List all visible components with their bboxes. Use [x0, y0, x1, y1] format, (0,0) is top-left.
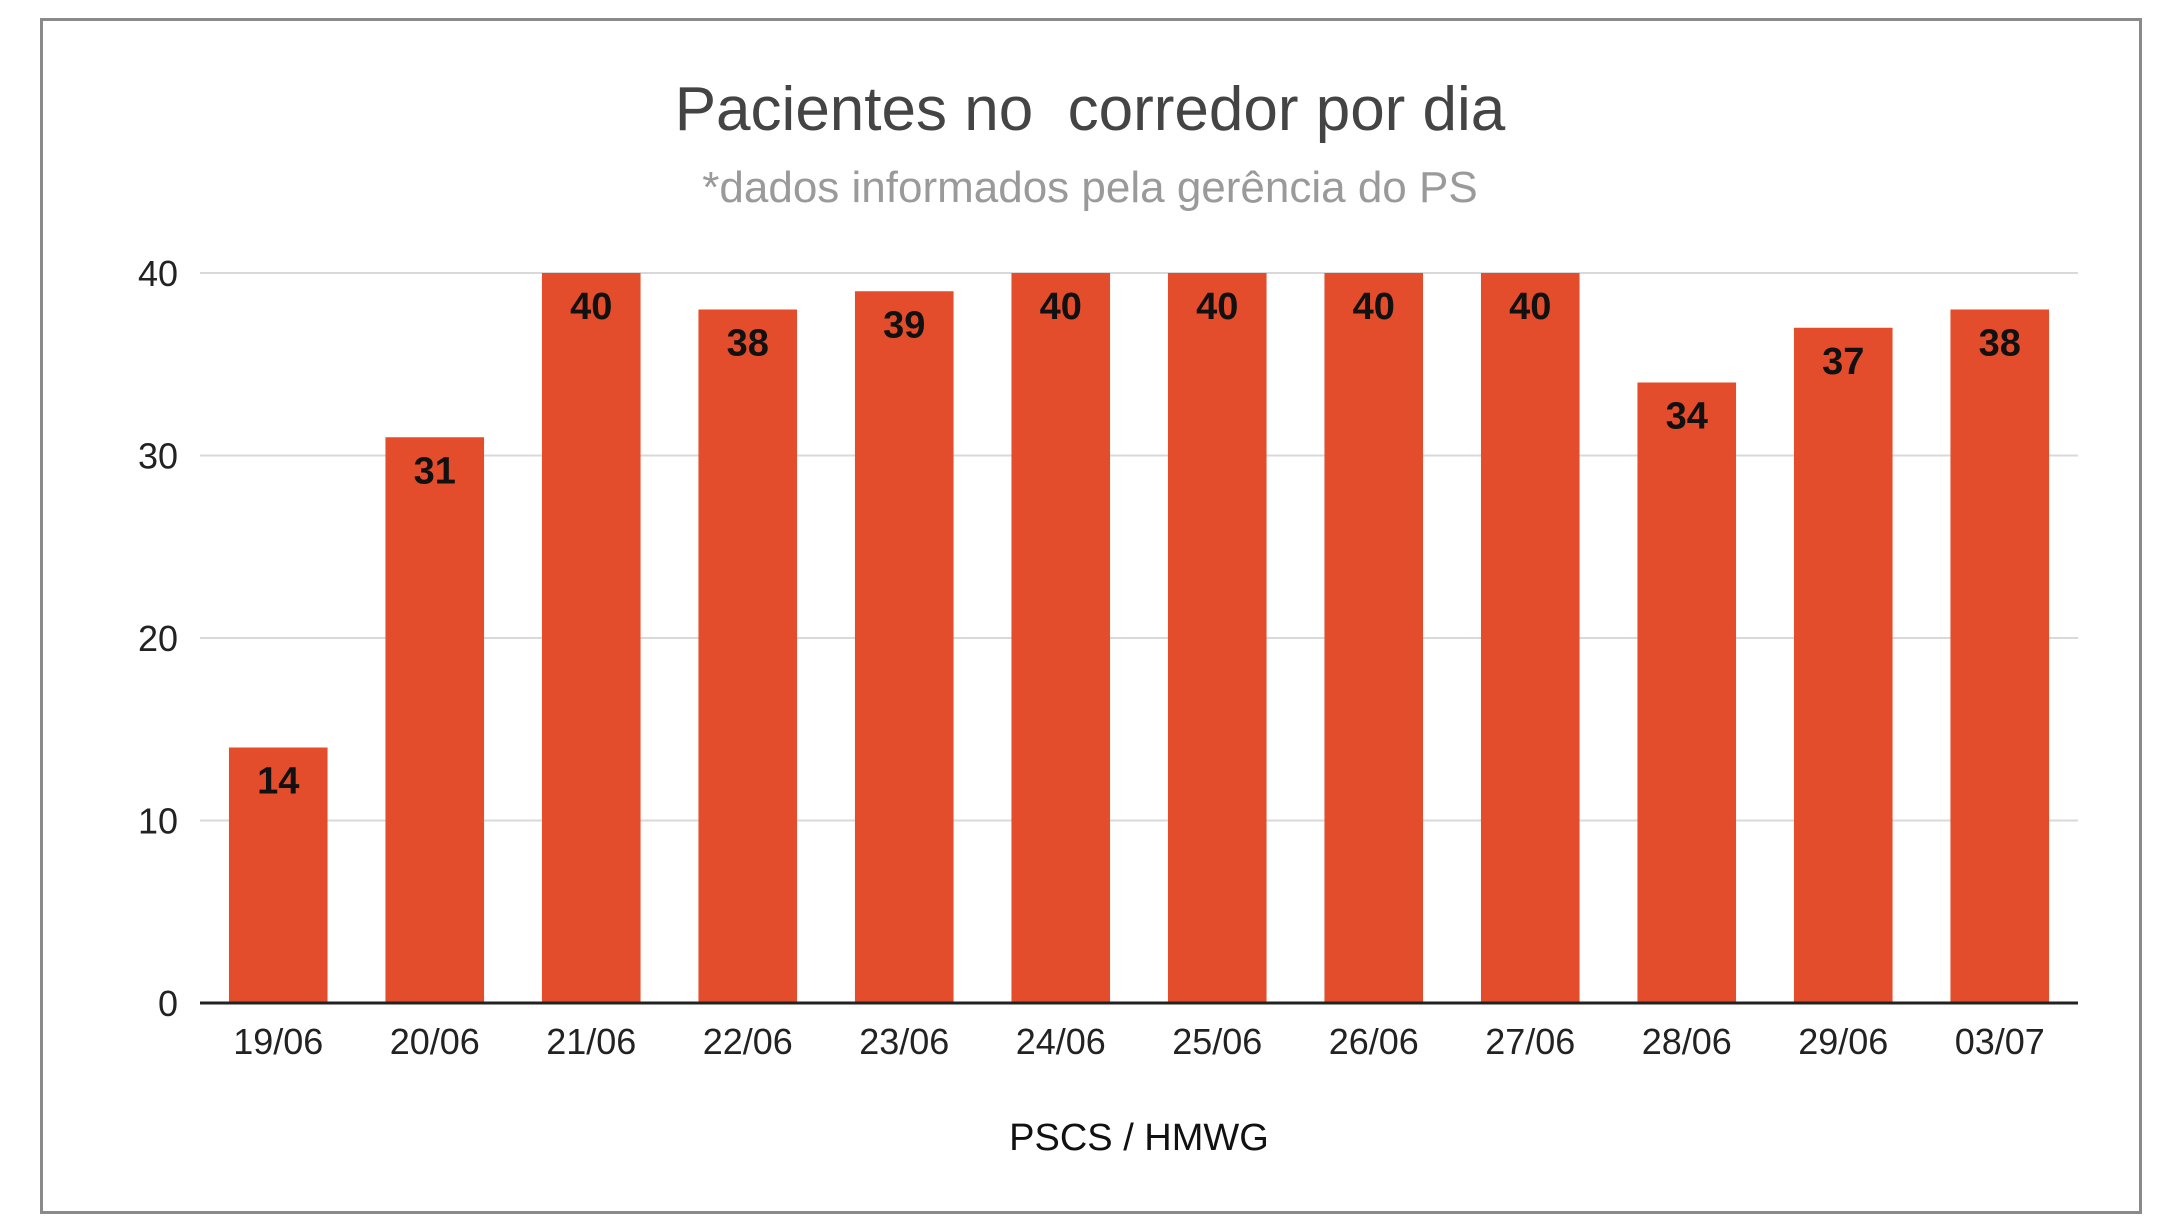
x-tick-label: 03/07 — [1955, 1021, 2045, 1062]
bar — [228, 747, 328, 1003]
axes: 0 10 20 30 40 19/06 20/06 21/06 22/06 23/06 24/06 2… — [138, 253, 2078, 1062]
bar — [1011, 273, 1111, 1003]
x-tick-label: 24/06 — [1016, 1021, 1106, 1062]
bar — [1480, 273, 1580, 1003]
bar — [1793, 327, 1893, 1003]
data-label: 40 — [570, 286, 612, 328]
data-label: 37 — [1822, 341, 1864, 383]
y-tick-label: 0 — [158, 983, 178, 1024]
gridlines — [200, 272, 2078, 822]
bar — [385, 437, 485, 1003]
bar — [541, 273, 641, 1003]
x-tick-label: 19/06 — [233, 1021, 323, 1062]
x-tick-label: 23/06 — [859, 1021, 949, 1062]
data-label: 38 — [1979, 323, 2021, 365]
chart-title: Pacientes no corredor por dia — [675, 75, 1506, 144]
bar — [854, 291, 954, 1003]
data-label: 40 — [1509, 286, 1551, 328]
x-tick-label: 26/06 — [1329, 1021, 1419, 1062]
y-tick-label: 20 — [138, 618, 178, 659]
data-label: 38 — [727, 323, 769, 365]
bar — [698, 309, 798, 1003]
bars: 14 31 40 38 39 40 40 40 40 34 37 38 — [228, 273, 2050, 1003]
x-tick-label: 25/06 — [1172, 1021, 1262, 1062]
bar — [1167, 273, 1267, 1003]
y-tick-label: 10 — [138, 801, 178, 842]
x-tick-label: 21/06 — [546, 1021, 636, 1062]
data-label: 31 — [414, 450, 456, 492]
bar — [1637, 382, 1737, 1003]
bar — [1950, 309, 2050, 1003]
x-tick-label: 28/06 — [1642, 1021, 1732, 1062]
chart-subtitle: *dados informados pela gerência do PS — [702, 163, 1477, 212]
data-label: 14 — [257, 761, 299, 803]
x-tick-label: 29/06 — [1798, 1021, 1888, 1062]
data-label: 39 — [883, 304, 925, 346]
data-label: 40 — [1353, 286, 1395, 328]
data-label: 40 — [1196, 286, 1238, 328]
data-label: 40 — [1040, 286, 1082, 328]
x-tick-label: 27/06 — [1485, 1021, 1575, 1062]
y-tick-label: 30 — [138, 436, 178, 477]
data-label: 34 — [1666, 396, 1708, 438]
x-axis-label: PSCS / HMWG — [1009, 1117, 1269, 1159]
y-tick-label: 40 — [138, 253, 178, 294]
x-tick-label: 22/06 — [703, 1021, 793, 1062]
bar — [1324, 273, 1424, 1003]
x-tick-label: 20/06 — [390, 1021, 480, 1062]
